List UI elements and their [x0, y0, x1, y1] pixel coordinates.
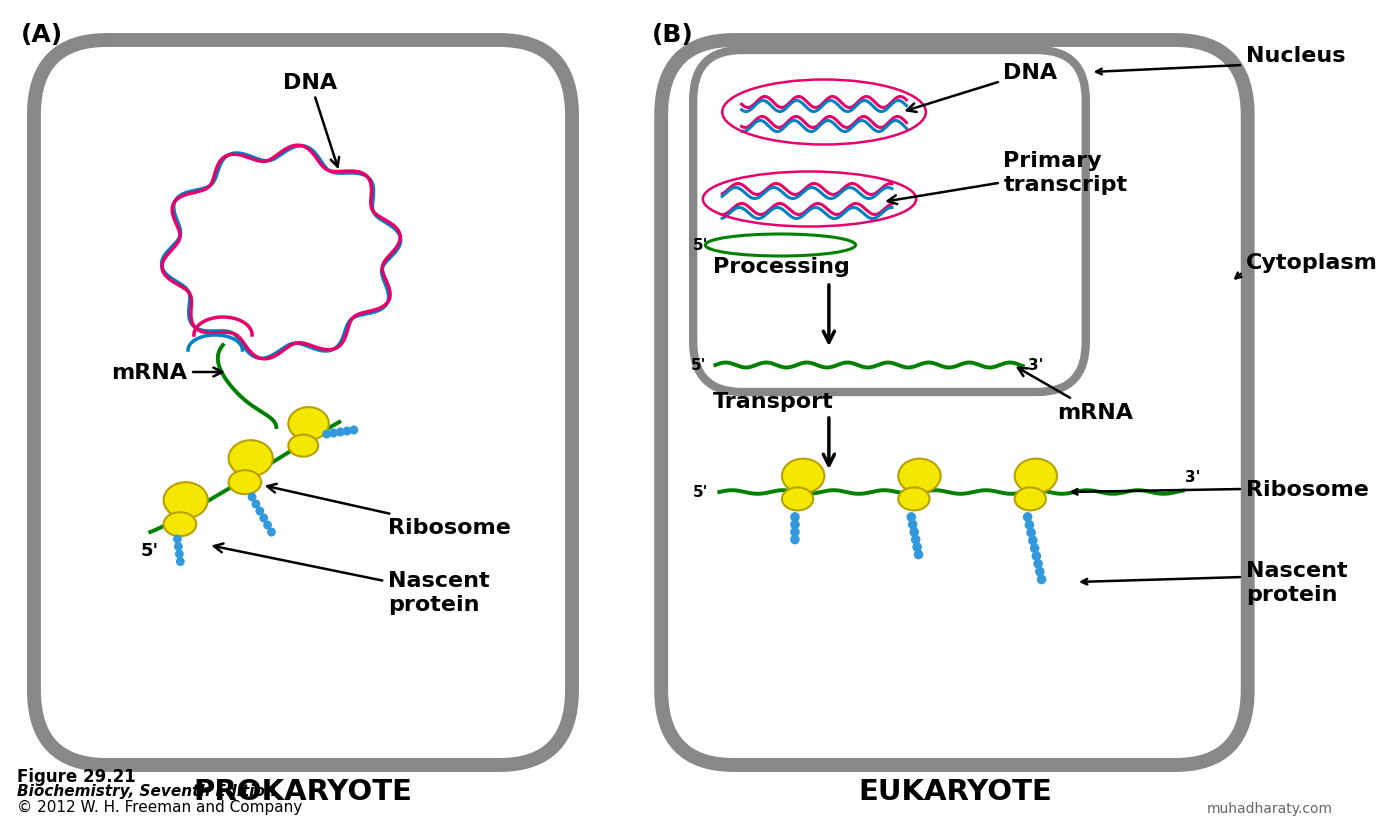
Circle shape	[330, 430, 337, 437]
Circle shape	[260, 514, 267, 522]
Text: 5': 5'	[693, 485, 708, 500]
Circle shape	[1023, 514, 1032, 522]
Text: 5': 5'	[690, 358, 706, 373]
Ellipse shape	[1015, 488, 1046, 511]
Text: (A): (A)	[21, 23, 63, 47]
Ellipse shape	[783, 488, 813, 511]
Circle shape	[913, 543, 921, 552]
Text: EUKARYOTE: EUKARYOTE	[858, 777, 1051, 805]
Text: Figure 29.21: Figure 29.21	[17, 767, 136, 785]
Circle shape	[791, 514, 799, 522]
Circle shape	[1037, 576, 1046, 584]
Circle shape	[248, 494, 256, 501]
Circle shape	[1035, 560, 1042, 568]
FancyBboxPatch shape	[34, 41, 573, 765]
Circle shape	[256, 508, 263, 515]
Circle shape	[323, 431, 330, 438]
Circle shape	[350, 427, 357, 434]
Circle shape	[1029, 537, 1037, 545]
Text: Primary
transcript: Primary transcript	[888, 151, 1127, 205]
Circle shape	[1036, 567, 1044, 576]
Ellipse shape	[228, 441, 273, 476]
Ellipse shape	[228, 471, 262, 495]
Text: 3': 3'	[1184, 470, 1200, 485]
Text: Transport: Transport	[713, 391, 833, 412]
Text: DNA: DNA	[283, 73, 339, 168]
Text: DNA: DNA	[907, 63, 1057, 112]
Ellipse shape	[1015, 459, 1057, 494]
Circle shape	[263, 522, 272, 529]
Text: 5': 5'	[140, 542, 158, 559]
Circle shape	[910, 528, 918, 537]
Text: 5': 5'	[693, 238, 708, 253]
Circle shape	[267, 528, 276, 536]
Ellipse shape	[164, 513, 196, 537]
Text: Ribosome: Ribosome	[267, 485, 511, 538]
Text: Processing: Processing	[713, 256, 850, 277]
Text: mRNA: mRNA	[112, 362, 223, 383]
Circle shape	[252, 500, 259, 508]
Ellipse shape	[783, 459, 825, 494]
Text: Nascent
protein: Nascent protein	[1246, 561, 1347, 604]
Circle shape	[914, 551, 923, 559]
Text: Nascent
protein: Nascent protein	[214, 544, 490, 614]
Ellipse shape	[899, 459, 941, 494]
Circle shape	[175, 543, 182, 551]
Text: Ribosome: Ribosome	[1246, 480, 1369, 500]
Text: © 2012 W. H. Freeman and Company: © 2012 W. H. Freeman and Company	[17, 799, 302, 814]
Circle shape	[174, 536, 181, 543]
Circle shape	[791, 528, 799, 537]
Circle shape	[911, 536, 920, 544]
Text: (B): (B)	[651, 23, 693, 47]
Circle shape	[791, 521, 799, 529]
Circle shape	[907, 514, 916, 522]
Text: mRNA: mRNA	[1018, 368, 1133, 423]
Circle shape	[909, 521, 917, 529]
Text: Biochemistry, Seventh Edition: Biochemistry, Seventh Edition	[17, 783, 276, 798]
Ellipse shape	[164, 483, 207, 519]
Circle shape	[1030, 544, 1039, 552]
Text: PROKARYOTE: PROKARYOTE	[193, 777, 412, 805]
Circle shape	[1032, 552, 1040, 561]
Text: 3': 3'	[1028, 358, 1043, 373]
FancyBboxPatch shape	[661, 41, 1247, 765]
Circle shape	[343, 428, 351, 435]
Circle shape	[336, 428, 344, 437]
Circle shape	[1025, 521, 1033, 529]
Text: Cytoplasm: Cytoplasm	[1246, 253, 1378, 273]
Ellipse shape	[899, 488, 930, 511]
Circle shape	[176, 558, 183, 566]
Text: muhadharaty.com: muhadharaty.com	[1207, 801, 1333, 815]
Circle shape	[791, 536, 799, 544]
Text: Nucleus: Nucleus	[1246, 46, 1345, 66]
Ellipse shape	[288, 435, 318, 457]
Circle shape	[1028, 528, 1035, 538]
Ellipse shape	[288, 408, 329, 441]
Circle shape	[175, 551, 183, 558]
